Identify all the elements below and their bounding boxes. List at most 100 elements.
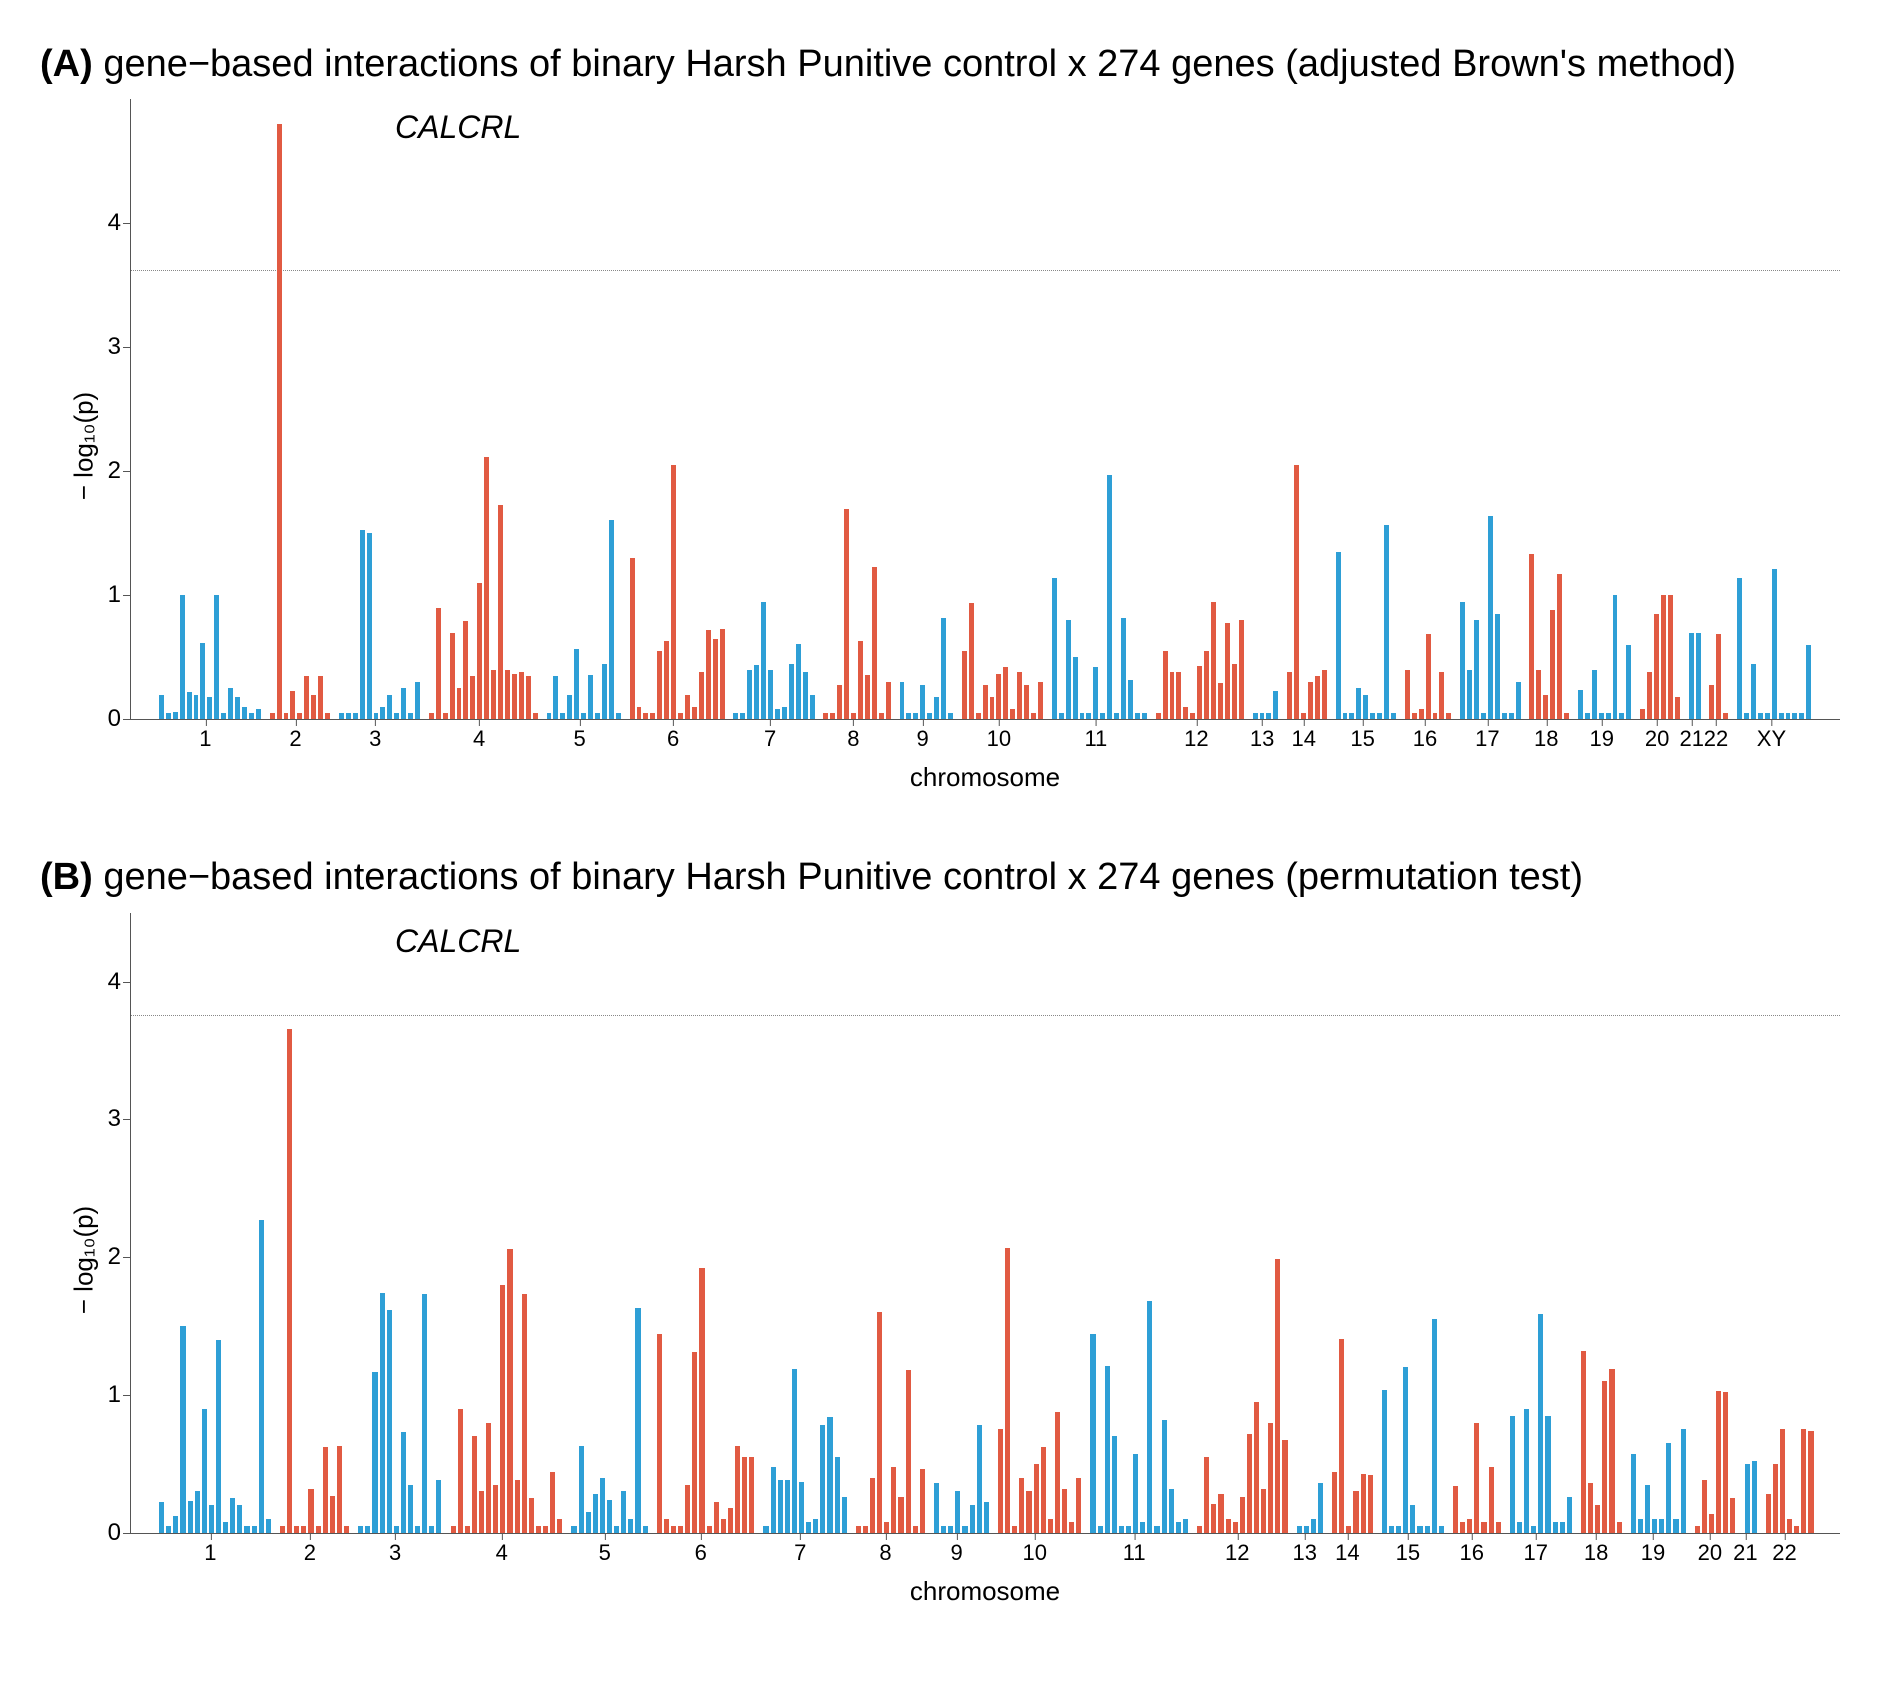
gene-bar <box>1247 1434 1252 1533</box>
gene-bar <box>1752 1461 1757 1533</box>
gene-bar <box>1799 713 1804 719</box>
gene-bar <box>1391 713 1396 719</box>
gene-bar <box>1581 1351 1586 1533</box>
gene-bar <box>1059 713 1064 719</box>
gene-bar <box>194 695 199 720</box>
gene-bar <box>768 670 773 720</box>
gene-bar <box>256 709 261 719</box>
gene-bar <box>1339 1339 1344 1533</box>
x-tick: 18 <box>1534 726 1558 752</box>
gene-bar <box>1588 1483 1593 1533</box>
gene-bar <box>330 1496 335 1533</box>
gene-bar <box>1017 672 1022 719</box>
gene-bar <box>367 533 372 719</box>
gene-bar <box>742 1457 747 1533</box>
gene-bar <box>1744 713 1749 719</box>
gene-bar <box>1531 1526 1536 1533</box>
x-tick: 14 <box>1335 1540 1359 1566</box>
gene-bar <box>671 465 676 719</box>
gene-bar <box>401 1432 406 1533</box>
gene-bar <box>803 672 808 719</box>
gene-bar <box>304 676 309 719</box>
gene-bar <box>747 670 752 720</box>
x-tick: 3 <box>389 1540 401 1566</box>
gene-bar <box>607 1500 612 1533</box>
gene-bar <box>401 688 406 719</box>
gene-bar <box>297 713 302 719</box>
gene-bar <box>216 1340 221 1533</box>
gene-bar <box>491 670 496 720</box>
gene-bar <box>913 713 918 719</box>
gene-bar <box>507 1249 512 1533</box>
gene-bar <box>1275 1259 1280 1533</box>
gene-bar <box>842 1497 847 1533</box>
gene-bar <box>941 1526 946 1533</box>
gene-bar <box>657 1334 662 1532</box>
gene-bar <box>1019 1478 1024 1533</box>
bars-container <box>131 913 1840 1533</box>
gene-bar <box>934 1483 939 1533</box>
gene-bar <box>294 1526 299 1533</box>
x-tick: 17 <box>1523 1540 1547 1566</box>
gene-bar <box>830 713 835 719</box>
gene-bar <box>699 1268 704 1533</box>
x-tick: 12 <box>1184 726 1208 752</box>
x-tick: 19 <box>1641 1540 1665 1566</box>
gene-bar <box>1673 1519 1678 1533</box>
gene-bar <box>1128 680 1133 720</box>
gene-bar <box>900 682 905 719</box>
gene-bar <box>1536 670 1541 720</box>
gene-bar <box>1675 697 1680 719</box>
gene-bar <box>1766 1494 1771 1533</box>
gene-bar <box>353 713 358 719</box>
gene-bar <box>1211 602 1216 720</box>
gene-bar <box>837 685 842 720</box>
gene-bar <box>533 713 538 719</box>
gene-bar <box>692 707 697 719</box>
gene-bar <box>984 1502 989 1532</box>
x-tick: 20 <box>1698 1540 1722 1566</box>
gene-bar <box>214 595 219 719</box>
gene-bar <box>1453 1486 1458 1533</box>
gene-bar <box>1156 713 1161 719</box>
gene-bar <box>1073 657 1078 719</box>
gene-bar <box>1564 713 1569 719</box>
gene-bar <box>1304 1526 1309 1533</box>
gene-bar <box>1419 709 1424 719</box>
gene-bar <box>976 713 981 719</box>
gene-bar <box>451 1526 456 1533</box>
gene-bar <box>387 695 392 720</box>
x-tick: 19 <box>1589 726 1613 752</box>
x-tick: 7 <box>794 1540 806 1566</box>
gene-bar <box>1751 664 1756 720</box>
gene-bar <box>1226 1519 1231 1533</box>
gene-bar <box>450 633 455 720</box>
gene-bar <box>720 629 725 720</box>
gene-bar <box>1553 1522 1558 1533</box>
x-tick: 12 <box>1225 1540 1249 1566</box>
gene-bar <box>242 707 247 719</box>
gene-bar <box>270 713 275 719</box>
gene-bar <box>207 697 212 719</box>
gene-bar <box>1005 1248 1010 1533</box>
panel-letter: (A) <box>40 43 103 85</box>
x-tick: 5 <box>574 726 586 752</box>
gene-bar <box>1183 1519 1188 1533</box>
gene-bar <box>380 1293 385 1533</box>
gene-bar <box>463 621 468 719</box>
gene-bar <box>1197 1526 1202 1533</box>
gene-bar <box>796 644 801 720</box>
gene-bar <box>465 1526 470 1533</box>
gene-bar <box>339 713 344 719</box>
gene-bar <box>536 1526 541 1533</box>
gene-bar <box>1026 1491 1031 1532</box>
gene-bar <box>244 1526 249 1533</box>
gene-bar <box>252 1526 257 1533</box>
gene-bar <box>1133 1454 1138 1533</box>
gene-bar <box>927 713 932 719</box>
gene-bar <box>380 707 385 719</box>
gene-bar <box>374 713 379 719</box>
gene-bar <box>827 1417 832 1533</box>
gene-bar <box>621 1491 626 1532</box>
gene-bar <box>1282 1440 1287 1532</box>
